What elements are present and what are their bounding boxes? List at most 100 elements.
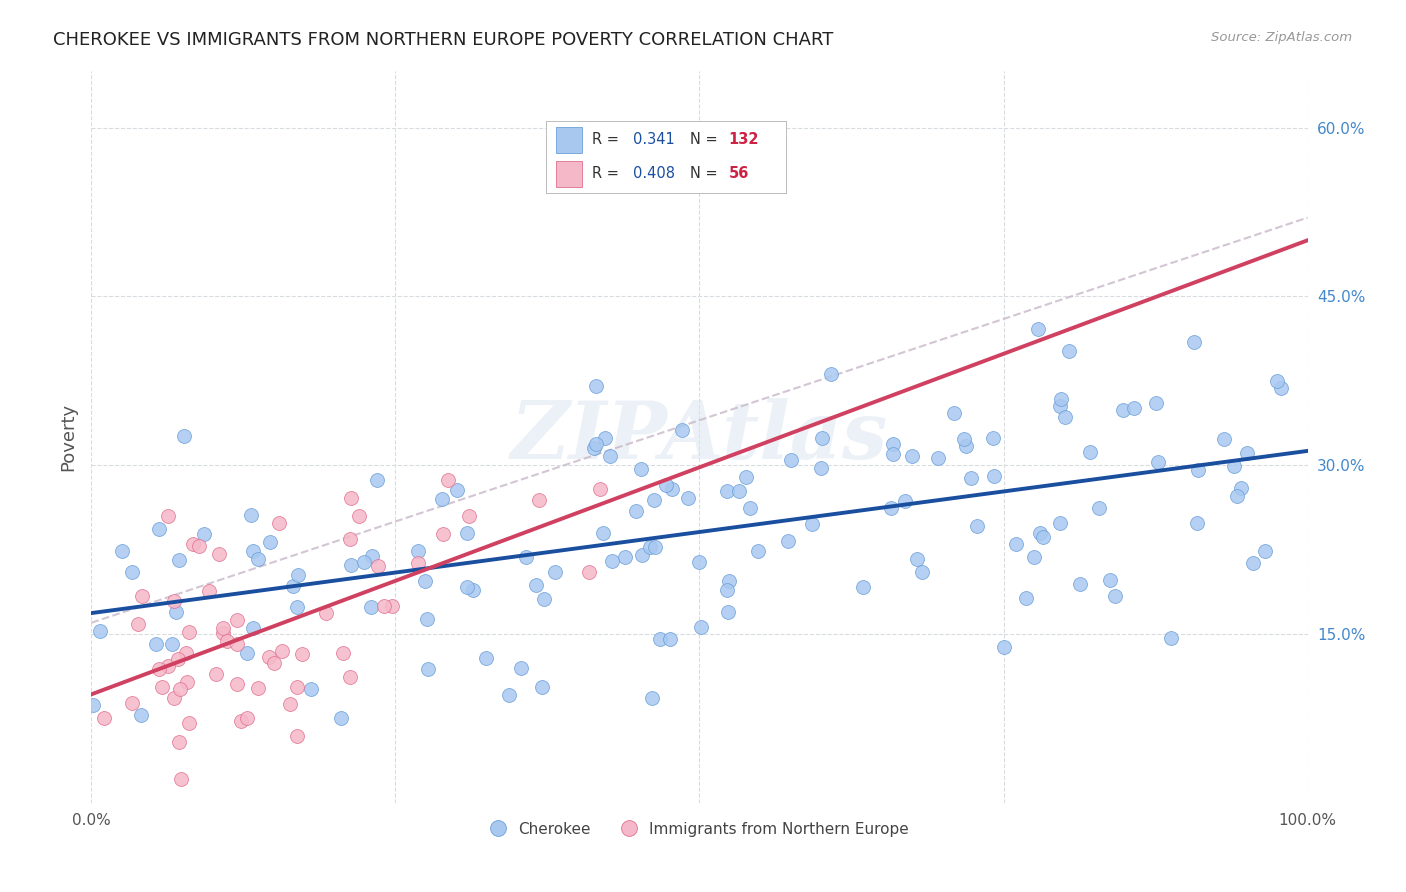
Point [626, 504, 648, 518]
Point [630, 462, 652, 476]
Point [148, 522, 170, 536]
Point [1226, 489, 1249, 503]
Point [366, 473, 388, 487]
Point [177, 624, 200, 639]
Point [285, 729, 308, 743]
Point [163, 593, 186, 607]
Point [93, 711, 115, 725]
Point [285, 680, 308, 694]
Point [650, 632, 672, 646]
Point [943, 406, 966, 420]
Point [983, 468, 1005, 483]
Point [165, 605, 187, 619]
Point [173, 428, 195, 442]
Point [281, 579, 304, 593]
Point [188, 539, 211, 553]
Point [688, 555, 710, 569]
Point [1112, 403, 1135, 417]
Point [631, 548, 654, 562]
Point [406, 556, 429, 570]
Point [127, 617, 149, 632]
Point [716, 484, 738, 499]
Point [882, 436, 904, 450]
Point [270, 643, 292, 657]
Point [339, 670, 361, 684]
Point [290, 647, 312, 661]
Point [226, 614, 249, 628]
Point [659, 632, 682, 646]
Point [170, 772, 193, 787]
Point [585, 379, 607, 393]
Point [226, 637, 249, 651]
Point [585, 437, 607, 451]
Point [456, 526, 478, 541]
Point [966, 518, 988, 533]
Point [349, 508, 371, 523]
Text: 0.341: 0.341 [633, 132, 675, 147]
Point [1104, 589, 1126, 603]
Point [880, 501, 903, 516]
Point [340, 558, 363, 573]
Text: Source: ZipAtlas.com: Source: ZipAtlas.com [1212, 31, 1353, 45]
Point [208, 547, 231, 561]
Point [285, 599, 308, 614]
Point [1049, 392, 1071, 406]
Point [1212, 432, 1234, 446]
Point [160, 638, 183, 652]
Point [157, 658, 180, 673]
Point [278, 697, 301, 711]
Text: CHEROKEE VS IMMIGRANTS FROM NORTHERN EUROPE POVERTY CORRELATION CHART: CHEROKEE VS IMMIGRANTS FROM NORTHERN EUR… [53, 31, 834, 49]
Point [600, 554, 623, 568]
Point [801, 517, 824, 532]
Point [413, 574, 436, 588]
Point [955, 439, 977, 453]
Point [509, 661, 531, 675]
Point [121, 565, 143, 579]
Point [1015, 591, 1038, 605]
Text: 132: 132 [728, 132, 759, 147]
Point [1229, 481, 1251, 495]
Point [960, 471, 983, 485]
Point [259, 535, 281, 549]
Point [353, 555, 375, 569]
Point [613, 550, 636, 565]
Point [530, 680, 553, 694]
Point [339, 491, 361, 505]
Point [458, 509, 481, 524]
Point [156, 509, 179, 524]
Point [747, 544, 769, 558]
Point [198, 584, 221, 599]
Point [689, 620, 711, 634]
Point [582, 442, 605, 456]
Point [145, 637, 167, 651]
Point [416, 662, 439, 676]
Point [211, 621, 233, 635]
Point [1265, 374, 1288, 388]
Point [269, 516, 291, 530]
Point [1057, 344, 1080, 359]
Point [1026, 321, 1049, 335]
Point [129, 708, 152, 723]
Point [640, 690, 662, 705]
Text: ZIPAtlas: ZIPAtlas [510, 399, 889, 475]
Point [176, 675, 198, 690]
Point [360, 549, 382, 563]
Point [236, 711, 259, 725]
Point [810, 431, 832, 445]
Point [1069, 577, 1091, 591]
Point [882, 447, 904, 461]
Point [247, 681, 270, 695]
Point [205, 667, 228, 681]
Point [179, 716, 201, 731]
Point [430, 492, 453, 507]
Point [1160, 632, 1182, 646]
Point [1187, 463, 1209, 477]
Point [148, 662, 170, 676]
Point [852, 580, 875, 594]
Point [779, 453, 801, 467]
Text: 56: 56 [728, 166, 749, 181]
Point [810, 460, 832, 475]
Point [406, 544, 429, 558]
Point [927, 450, 949, 465]
Point [82, 698, 104, 712]
